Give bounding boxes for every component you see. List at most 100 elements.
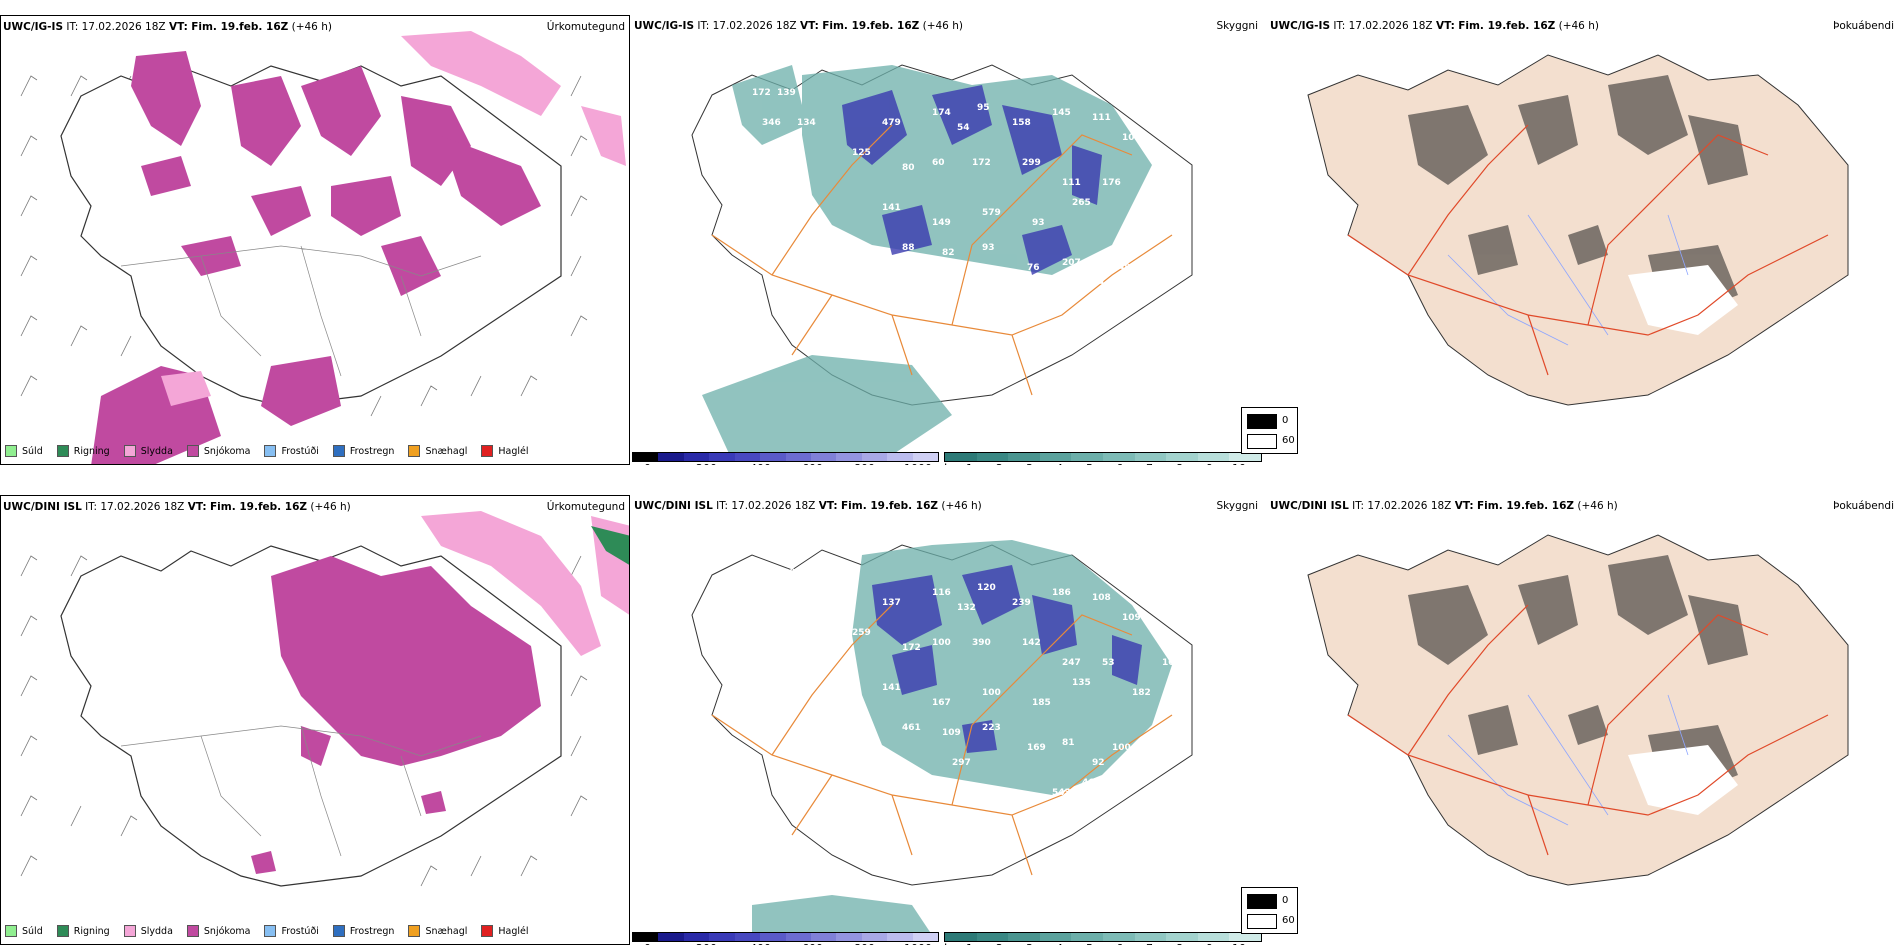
visibility-tick: 7 [1146, 462, 1153, 465]
fog-rivers [1447, 214, 1689, 346]
cloud-base-value: 299 [1022, 158, 1041, 168]
colorbar-segment [887, 933, 913, 941]
road-lines [120, 245, 482, 377]
legend-swatch [56, 925, 69, 937]
fog-key-label: 60 [1282, 915, 1295, 926]
height-tick: 400 [750, 942, 771, 945]
lead-time: (+46 h) [922, 20, 963, 32]
cloud-base-value: 172 [752, 88, 771, 98]
precip-header-top: UWC/IG-IS IT: 17.02.2026 18Z VT: Fim. 19… [1, 20, 629, 34]
precip-map-top [20, 31, 626, 464]
colorbar-segment [1166, 453, 1198, 461]
visibility-tick: 6 [1116, 462, 1123, 465]
lead-time: (+46 h) [941, 500, 982, 512]
legend-swatch [264, 445, 277, 457]
visibility-colorbar-strip [944, 932, 1262, 942]
legend-item: Frostúði [264, 923, 319, 939]
visibility-tick: 2 [996, 942, 1003, 945]
cloud-base-value: 461 [902, 723, 921, 733]
visibility-tick: 1 [966, 462, 973, 465]
legend-swatch [5, 445, 17, 457]
colorbar-segment [1134, 453, 1167, 461]
fog-header-top: UWC/IG-IS IT: 17.02.2026 18Z VT: Fim. 19… [1268, 19, 1898, 33]
colorbar-segment [1008, 933, 1040, 941]
cloud-base-value: 111 [1092, 113, 1111, 123]
lead-time: (+46 h) [310, 501, 351, 513]
cloud-base-value: 462 [1082, 778, 1101, 788]
colorbar-segment [836, 453, 862, 461]
colorbar-segment [1197, 453, 1230, 461]
precip-legend-bottom: Súld Rigning Slydda Snjókoma Frostúði Fr… [5, 923, 543, 939]
fog-roads [1347, 604, 1829, 856]
cloud-base-value: 43 [832, 248, 845, 258]
visibility-unit: km [944, 942, 963, 945]
valid-label: VT: [1454, 500, 1474, 512]
cloud-base-value: 543 [1052, 788, 1071, 798]
visibility-colorbar-top: km 1 2 3 4 5 6 7 8 9 10 [944, 452, 1262, 465]
cloud-base-value: 207 [1062, 258, 1081, 268]
cloud-base-value: 223 [982, 723, 1001, 733]
colorbar-segment [945, 933, 977, 941]
cloud-base-value: 81 [1062, 738, 1075, 748]
legend-swatch [408, 445, 421, 457]
colorbar-segment [810, 453, 837, 461]
cloud-map-top: 172 139 346 134 479 174 54 95 158 145 111 101 125 80 6… [691, 64, 1193, 460]
iceland-outline [1307, 54, 1849, 406]
cloud-base-value: 149 [932, 218, 951, 228]
visibility-tick: 7 [1146, 942, 1153, 945]
cloud-base-value: 56 [1152, 738, 1165, 748]
cloud-base-value: 14 [1092, 278, 1105, 288]
height-tick: 1000 [904, 942, 932, 945]
panel-title: Þokuábendi [1833, 20, 1894, 32]
cloud-base-value: 135 [1072, 678, 1091, 688]
panel-title: Þokuábendi [1833, 500, 1894, 512]
legend-label: Súld [22, 925, 43, 937]
colorbar-segment [709, 933, 735, 941]
visibility-tick: 5 [1086, 942, 1093, 945]
legend-item: Súld [5, 443, 43, 459]
visibility-colorbar-strip [944, 452, 1262, 462]
valid-label: VT: [168, 21, 188, 33]
iceland-outline [60, 65, 562, 407]
valid-time: Fim. 19.feb. 16Z [209, 501, 308, 513]
model-name: UWC/DINI ISL [1270, 500, 1349, 512]
height-tick: 0 [644, 462, 651, 465]
cloud-base-value: 141 [882, 203, 901, 213]
cloud-values: 172 139 346 134 479 174 54 95 158 145 111 101 125 80 6… [752, 88, 1175, 298]
cloud-header-top: UWC/IG-IS IT: 17.02.2026 18Z VT: Fim. 19… [632, 19, 1262, 33]
rain-areas [591, 526, 629, 565]
colorbar-segment [810, 933, 837, 941]
colorbar-segment [1008, 453, 1040, 461]
fog-map-top [1307, 54, 1849, 406]
cloud-base-value: 78 [1162, 178, 1175, 188]
cloud-panel-top: UWC/IG-IS IT: 17.02.2026 18Z VT: Fim. 19… [632, 15, 1262, 465]
colorbar-segment [887, 453, 913, 461]
valid-label: VT: [187, 501, 207, 513]
colorbar-segment [683, 453, 710, 461]
colorbar-segment [912, 453, 939, 461]
fog-panel-bottom: UWC/DINI ISL IT: 17.02.2026 18Z VT: Fim.… [1268, 495, 1898, 945]
height-tick: 0 [644, 942, 651, 945]
cloud-base-value: 346 [762, 118, 781, 128]
visibility-tick: 4 [1056, 942, 1063, 945]
lead-time: (+46 h) [1577, 500, 1618, 512]
blue-ceiling [842, 85, 1102, 275]
cloud-base-value: 116 [932, 588, 951, 598]
colorbar-segment [1102, 453, 1135, 461]
legend-swatch [408, 925, 421, 937]
cloud-base-value: 54 [957, 123, 970, 133]
legend-swatch [481, 925, 494, 937]
colorbar-segment [1134, 933, 1167, 941]
cloud-base-value: 145 [1052, 108, 1071, 118]
cloud-base-value: 141 [882, 683, 901, 693]
colorbar-segment [1039, 453, 1072, 461]
colorbar-segment [1071, 933, 1103, 941]
cloud-base-value: 111 [1062, 178, 1081, 188]
cloud-base-value: 199 [777, 568, 796, 578]
legend-label: Snæhagl [425, 445, 468, 457]
legend-item: Rigning [56, 923, 110, 939]
model-name: UWC/IG-IS [1270, 20, 1331, 32]
fog-white-zones [1628, 265, 1738, 335]
cloud-base-value: 185 [1032, 698, 1051, 708]
legend-swatch [123, 445, 136, 457]
